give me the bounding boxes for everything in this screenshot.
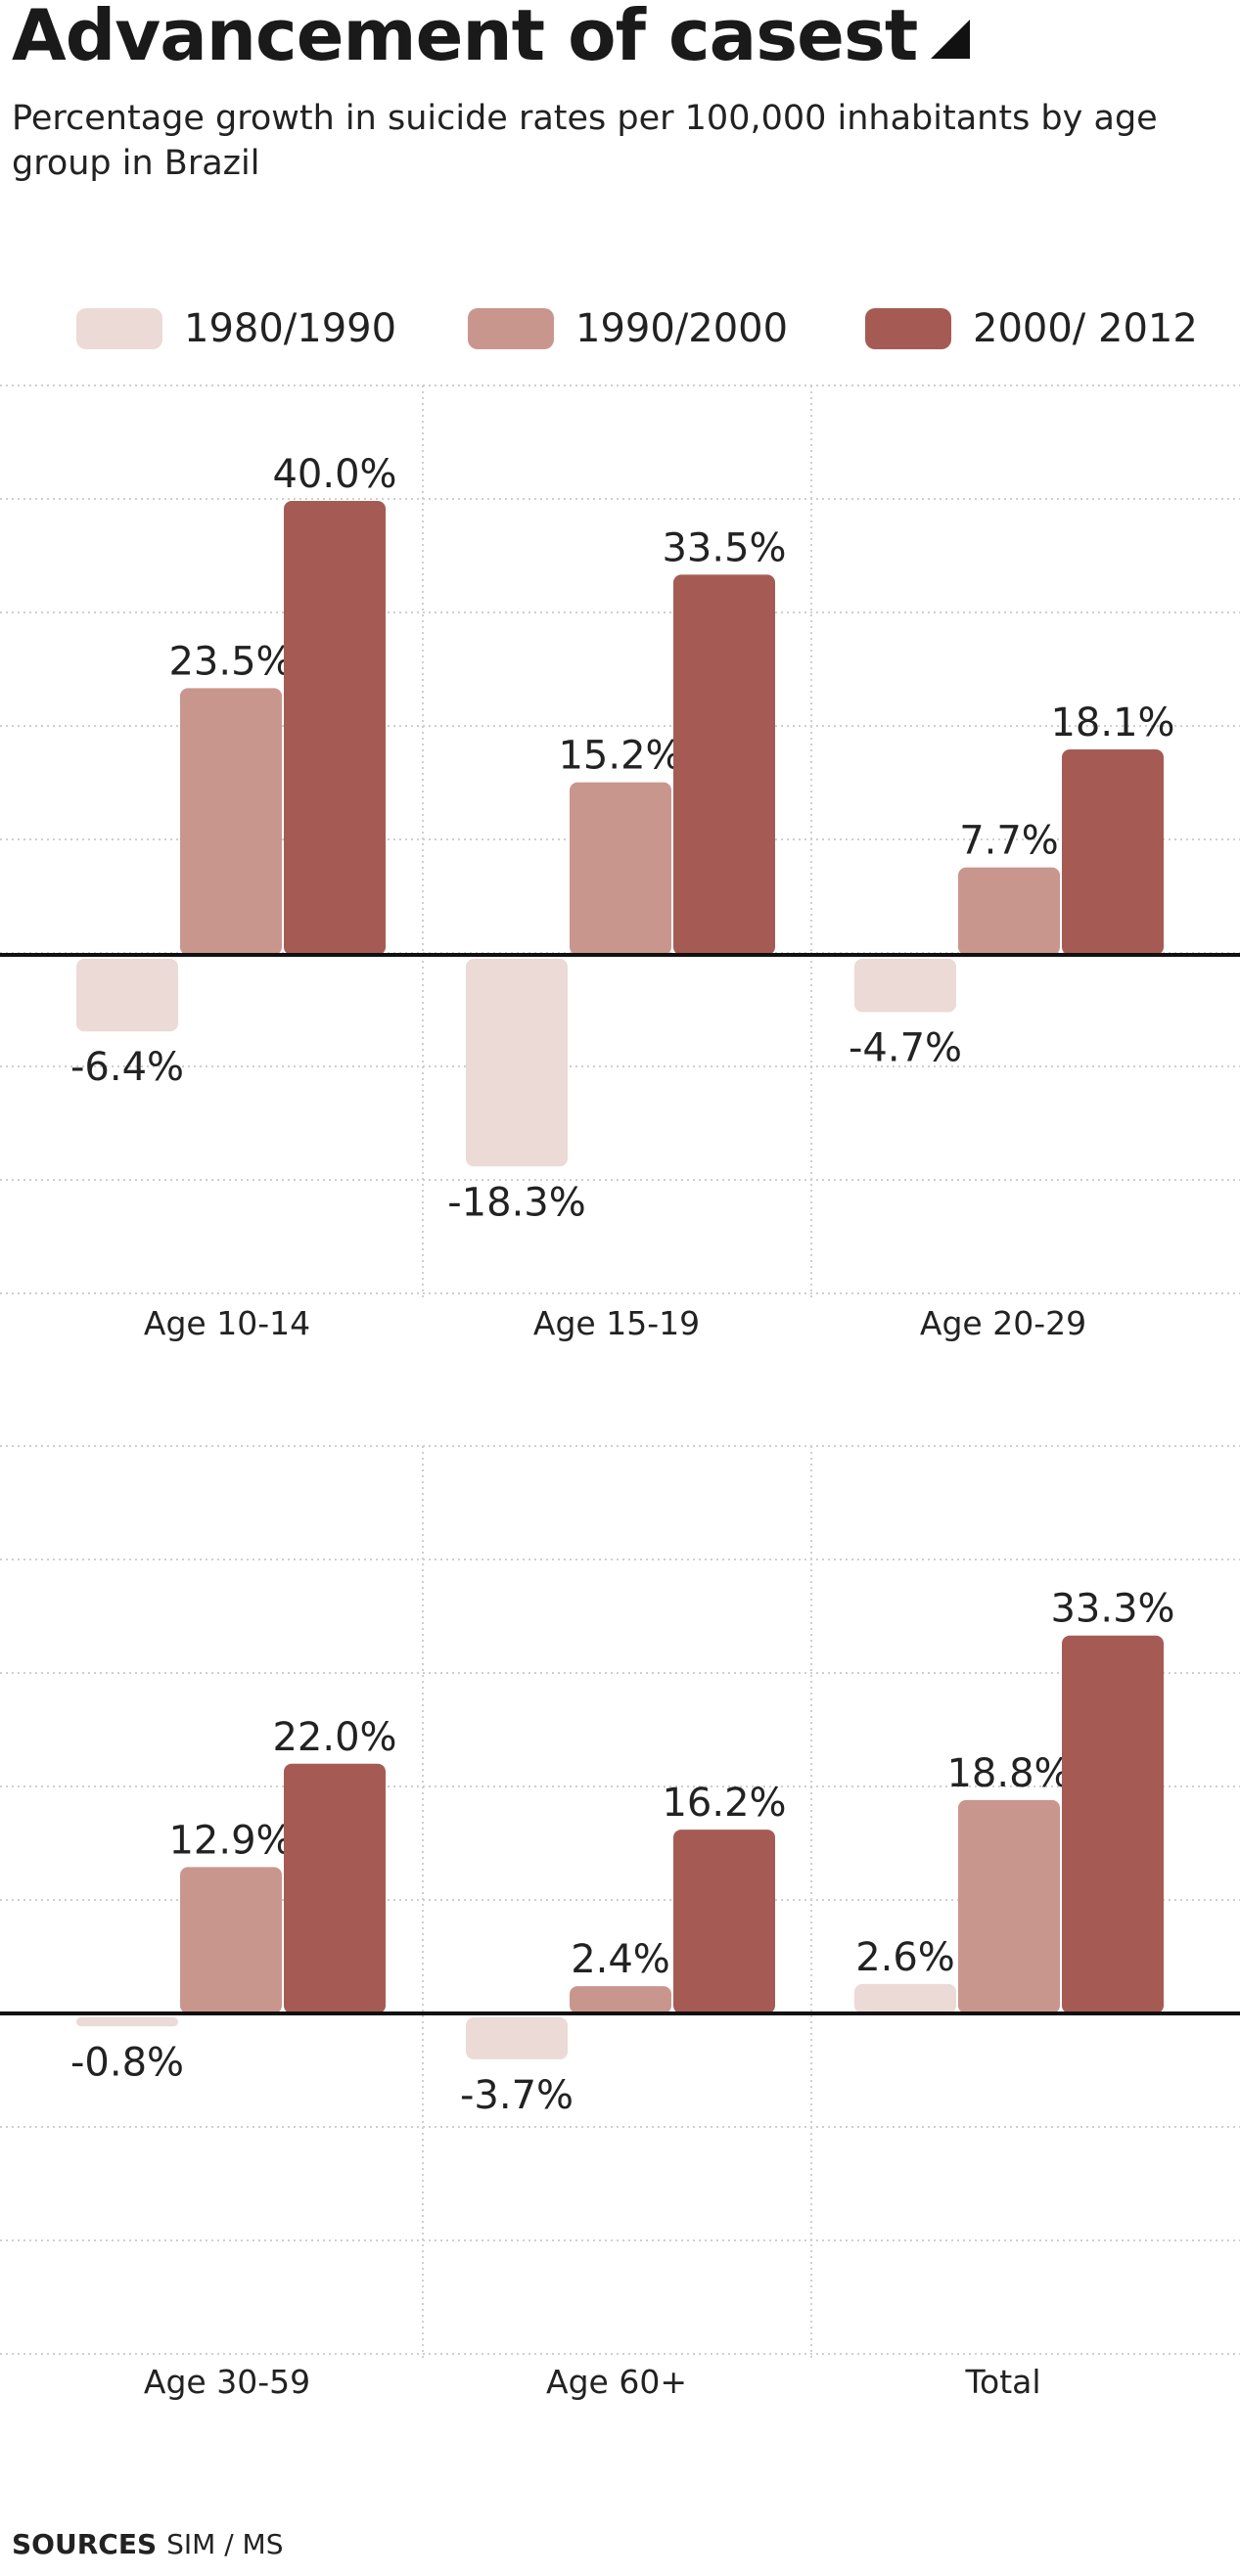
data-label: 2.4%	[571, 1937, 670, 1982]
sources-label: SOURCES	[12, 2528, 158, 2560]
legend-label-1990-2000: 1990/2000	[575, 306, 789, 351]
legend-swatch-1990-2000	[468, 308, 554, 349]
legend: 1980/1990 1990/2000 2000/ 2012	[0, 294, 1240, 364]
data-label: -4.7%	[849, 1026, 962, 1071]
bar-age-20-29-2	[958, 867, 1060, 955]
bar-age-30-59-1	[76, 2017, 178, 2027]
subtitle: Percentage growth in suicide rates per 1…	[12, 99, 1158, 183]
title-text: Advancement of casest	[12, 0, 918, 76]
data-label: 23.5%	[168, 639, 293, 684]
bar-total-1	[854, 1983, 956, 2013]
legend-label-1980-1990: 1980/1990	[184, 306, 397, 351]
data-label: 33.3%	[1050, 1587, 1174, 1632]
data-label: 18.8%	[946, 1751, 1071, 1796]
sources: SOURCES SIM / MS	[12, 2528, 283, 2560]
bar-total-2	[958, 1799, 1060, 2013]
legend-item-1980-1990: 1980/1990	[76, 305, 396, 352]
legend-swatch-2000-2012	[865, 308, 951, 349]
data-label: 22.0%	[272, 1715, 396, 1760]
bar-age-10-14-1	[76, 959, 178, 1032]
legend-item-2000-2012: 2000/ 2012	[865, 305, 1198, 352]
category-label: Age 15-19	[533, 1304, 700, 1342]
bar-age-15-19-1	[466, 959, 568, 1167]
category-label: Age 20-29	[920, 1304, 1086, 1342]
bar-age-60--1	[466, 2017, 568, 2059]
data-label: 16.2%	[662, 1781, 786, 1826]
data-label: -0.8%	[70, 2040, 184, 2085]
data-label: 40.0%	[272, 452, 396, 497]
bar-age-30-59-2	[180, 1867, 282, 2013]
data-label: 2.6%	[855, 1935, 955, 1980]
bar-age-20-29-3	[1062, 749, 1164, 955]
category-label: Age 60+	[546, 2363, 687, 2401]
bar-age-60--3	[673, 1830, 775, 2013]
data-label: 18.1%	[1050, 700, 1174, 746]
bar-age-15-19-2	[570, 782, 671, 955]
data-label: -3.7%	[460, 2073, 574, 2118]
legend-item-1990-2000: 1990/2000	[468, 305, 788, 352]
data-label: -18.3%	[447, 1180, 586, 1225]
category-label: Age 10-14	[144, 1304, 310, 1342]
bar-total-3	[1062, 1635, 1164, 2013]
data-label: 12.9%	[168, 1818, 293, 1863]
bar-age-30-59-3	[284, 1763, 386, 2013]
data-label: -6.4%	[70, 1045, 184, 1090]
sources-value: SIM / MS	[166, 2528, 284, 2560]
data-label: 7.7%	[959, 819, 1059, 864]
bar-age-15-19-3	[673, 574, 775, 955]
triangle-icon	[931, 20, 971, 60]
legend-label-2000-2012: 2000/ 2012	[973, 306, 1198, 351]
bar-age-10-14-2	[180, 688, 282, 955]
data-label: 15.2%	[558, 734, 682, 779]
category-label: Age 30-59	[144, 2363, 310, 2401]
bar-age-10-14-3	[284, 501, 386, 955]
category-label: Total	[964, 2363, 1040, 2401]
bar-age-60--2	[570, 1986, 671, 2013]
page-title: Advancement of casest	[12, 0, 972, 70]
bar-age-20-29-1	[854, 959, 956, 1013]
legend-swatch-1980-1990	[76, 308, 162, 349]
data-label: 33.5%	[662, 525, 786, 570]
